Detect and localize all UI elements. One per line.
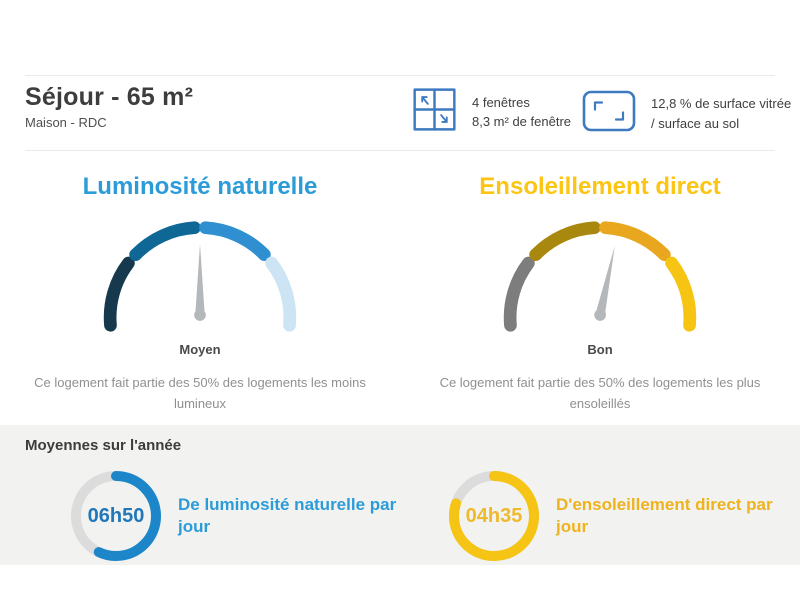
natural-light-hours: 06h50 — [87, 504, 145, 527]
direct-sunlight-column: Ensoleillement direct Bon Ce logement fa… — [400, 150, 800, 415]
yearly-averages-band: Moyennes sur l'année 06h50 De luminosité… — [0, 425, 800, 565]
direct-sunlight-ring: 04h35 — [444, 466, 544, 566]
direct-sunlight-ring-chart — [449, 471, 539, 561]
direct-sunlight-average-item: 04h35 D'ensoleillement direct par jour — [400, 466, 800, 566]
yearly-averages-title: Moyennes sur l'année — [25, 437, 182, 454]
glazed-surface-text: 12,8 % de surface vitrée / surface au so… — [651, 94, 791, 133]
gauge-needle — [194, 244, 206, 321]
page-subtitle: Maison - RDC — [25, 115, 107, 130]
windows-stat-text: 4 fenêtres 8,3 m² de fenêtre — [472, 93, 571, 132]
header-divider — [25, 150, 775, 151]
natural-light-average-item: 06h50 De luminosité naturelle par jour — [0, 466, 400, 566]
natural-light-ring: 06h50 — [66, 466, 166, 566]
direct-sunlight-gauge — [503, 221, 697, 332]
direct-sunlight-rating: Bon — [587, 342, 613, 357]
yearly-averages-items: 06h50 De luminosité naturelle par jour 0… — [0, 466, 800, 566]
natural-light-gauge — [103, 221, 297, 332]
gauges-section: Luminosité naturelle Moyen Ce logement f… — [0, 150, 800, 415]
natural-light-average-label: De luminosité naturelle par jour — [178, 494, 397, 536]
window-icon — [412, 87, 457, 137]
glazed-surface-pct: 12,8 % de surface vitrée — [651, 96, 792, 111]
direct-sunlight-hours: 04h35 — [465, 504, 523, 527]
natural-light-title: Luminosité naturelle — [82, 173, 318, 200]
windows-area: 8,3 m² de fenêtre — [472, 114, 571, 129]
direct-sunlight-description: Ce logement fait partie des 50% des loge… — [439, 375, 761, 412]
natural-light-rating: Moyen — [179, 342, 221, 357]
page-title: Séjour - 65 m² — [25, 83, 194, 111]
header: Séjour - 65 m² Maison - RDC — [25, 83, 193, 130]
direct-sunlight-average-label: D'ensoleillement direct par jour — [556, 494, 773, 536]
glazed-surface-ratio: / surface au sol — [651, 115, 740, 131]
windows-count: 4 fenêtres — [472, 94, 530, 110]
natural-light-description: Ce logement fait partie des 50% des loge… — [34, 375, 366, 412]
windows-stat: 4 fenêtres 8,3 m² de fenêtre — [412, 87, 571, 137]
glazed-surface-icon — [582, 90, 636, 137]
top-divider — [25, 75, 775, 76]
direct-sunlight-title: Ensoleillement direct — [479, 173, 721, 200]
natural-light-ring-chart — [71, 471, 161, 561]
glazed-surface-stat: 12,8 % de surface vitrée / surface au so… — [582, 90, 791, 137]
natural-light-column: Luminosité naturelle Moyen Ce logement f… — [0, 150, 400, 415]
gauge-needle — [594, 245, 615, 321]
